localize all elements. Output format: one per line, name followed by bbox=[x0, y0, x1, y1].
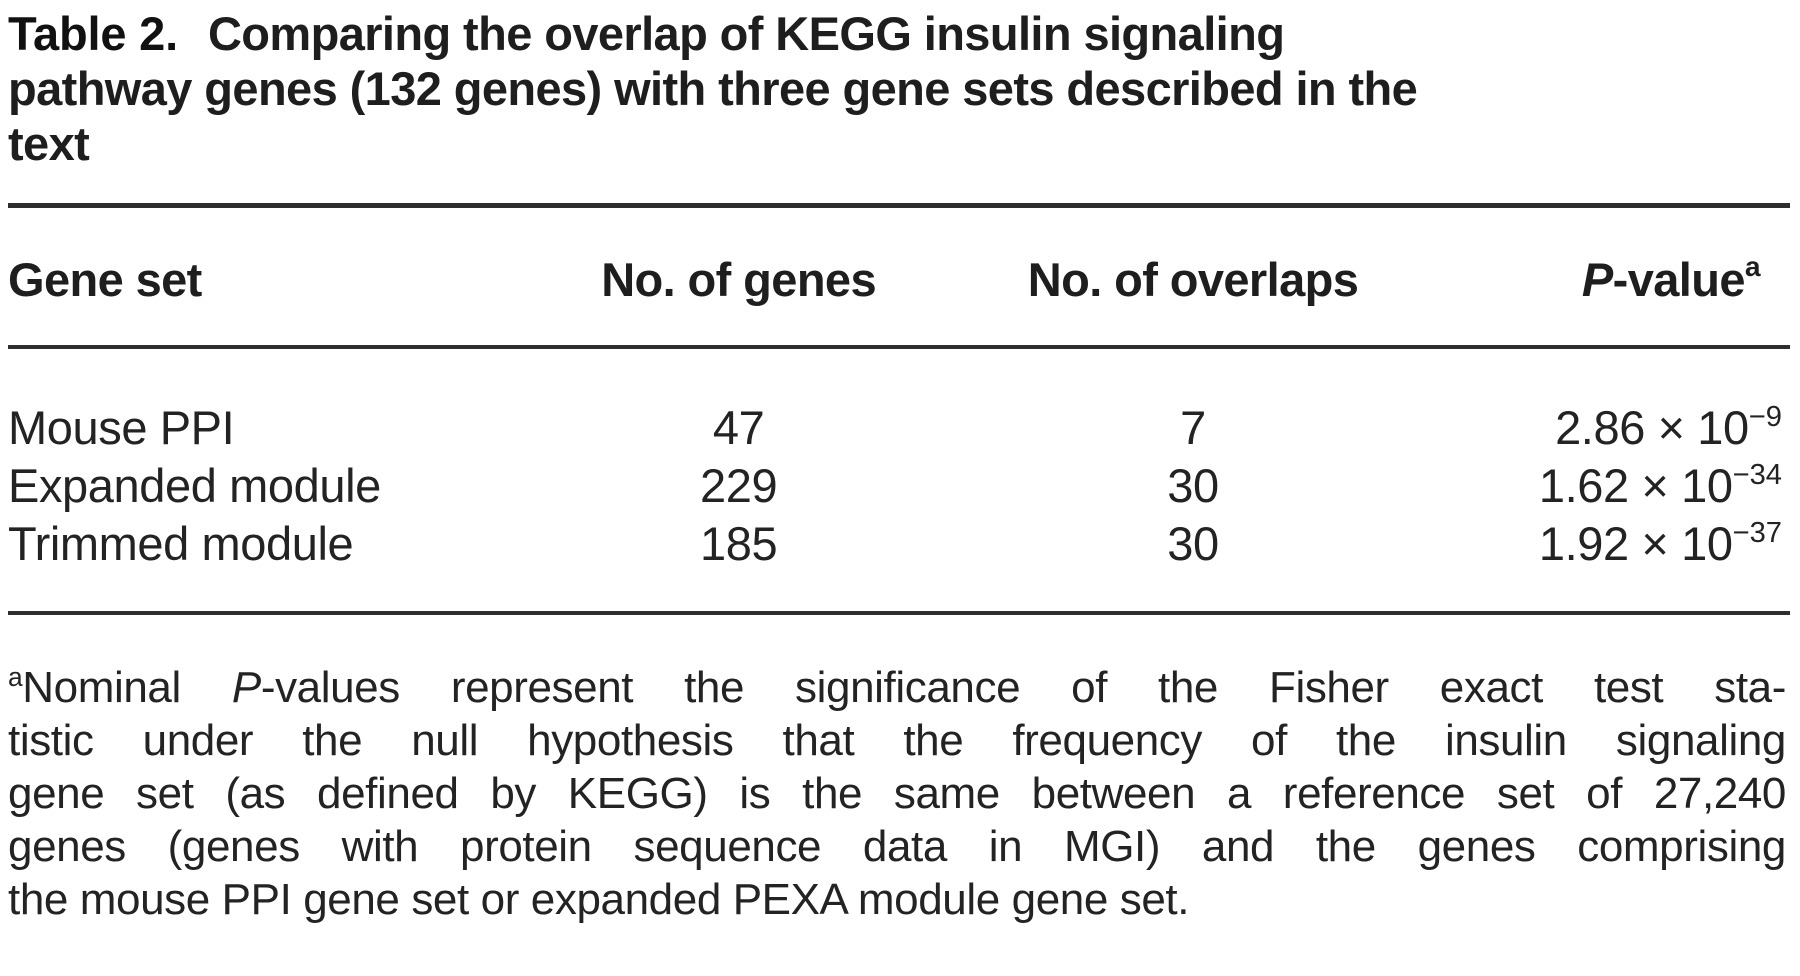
caption-text-line-1: Comparing the overlap of KEGG insulin si… bbox=[207, 7, 1285, 60]
cell-num-overlaps: 30 bbox=[1167, 517, 1219, 570]
cell-num-overlaps: 30 bbox=[1167, 459, 1219, 512]
cell-gene-set: Trimmed module bbox=[8, 517, 354, 570]
footnote-italic-p: P bbox=[231, 663, 261, 712]
table-row: Trimmed module 185 30 1.92 × 10−37 bbox=[8, 515, 1790, 611]
top-rule bbox=[8, 203, 1790, 208]
header-pvalue: P-valuea bbox=[1415, 208, 1790, 349]
cell-num-genes: 47 bbox=[712, 401, 765, 454]
footnote-line-1-post: -values represent the significance of th… bbox=[260, 663, 1787, 712]
cell-num-overlaps: 7 bbox=[1180, 401, 1206, 454]
footnote-line-1: aNominal P-values represent the signific… bbox=[8, 661, 1786, 714]
footnote-line-5: the mouse PPI gene set or expanded PEXA … bbox=[8, 875, 1190, 924]
cell-gene-set: Expanded module bbox=[8, 459, 381, 512]
footnote-line-4: genes (genes with protein sequence data … bbox=[8, 822, 1786, 871]
footnote-line-1-pre: Nominal bbox=[22, 663, 232, 712]
cell-pvalue: 1.62 × 10−34 bbox=[1416, 457, 1790, 515]
footnote-marker: a bbox=[8, 662, 23, 693]
footnote-line-2: tistic under the null hypothesis that th… bbox=[8, 716, 1786, 765]
data-table: Gene set No. of genes No. of overlaps P-… bbox=[8, 208, 1790, 611]
cell-pvalue: 2.86 × 10−9 bbox=[1416, 347, 1790, 457]
table-header-row: Gene set No. of genes No. of overlaps P-… bbox=[8, 208, 1790, 349]
header-pvalue-italic-p: P bbox=[1581, 253, 1613, 306]
header-num-genes: No. of genes bbox=[506, 208, 971, 349]
header-pvalue-footnote-marker: a bbox=[1744, 250, 1761, 283]
table-footnote: aNominal P-values represent the signific… bbox=[8, 661, 1790, 926]
header-num-overlaps: No. of overlaps bbox=[970, 208, 1416, 349]
pvalue-base: 1.92 × 10 bbox=[1538, 517, 1733, 570]
pvalue-base: 1.62 × 10 bbox=[1538, 459, 1733, 512]
cell-num-genes: 229 bbox=[700, 459, 778, 512]
table-row: Expanded module 229 30 1.62 × 10−34 bbox=[8, 457, 1790, 515]
table-number-label: Table 2. bbox=[8, 7, 178, 60]
pvalue-base: 2.86 × 10 bbox=[1555, 401, 1749, 454]
caption-line-2: pathway genes (132 genes) with three gen… bbox=[8, 62, 1418, 115]
caption-line-1: Table 2. Comparing the overlap of KEGG in… bbox=[8, 6, 1790, 61]
pvalue-exponent: −37 bbox=[1732, 516, 1782, 549]
table-caption: Table 2. Comparing the overlap of KEGG in… bbox=[8, 6, 1790, 171]
bottom-rule bbox=[8, 611, 1790, 615]
footnote-line-3: gene set (as defined by KEGG) is the sam… bbox=[8, 769, 1786, 818]
table-row: Mouse PPI 47 7 2.86 × 10−9 bbox=[8, 347, 1790, 457]
pvalue-exponent: −34 bbox=[1732, 458, 1782, 491]
pvalue-exponent: −9 bbox=[1748, 400, 1782, 433]
cell-num-genes: 185 bbox=[700, 517, 778, 570]
header-gene-set: Gene set bbox=[8, 208, 507, 349]
header-pvalue-rest: -value bbox=[1612, 253, 1746, 306]
cell-gene-set: Mouse PPI bbox=[8, 401, 235, 454]
caption-line-3: text bbox=[8, 117, 90, 170]
cell-pvalue: 1.92 × 10−37 bbox=[1416, 515, 1790, 611]
